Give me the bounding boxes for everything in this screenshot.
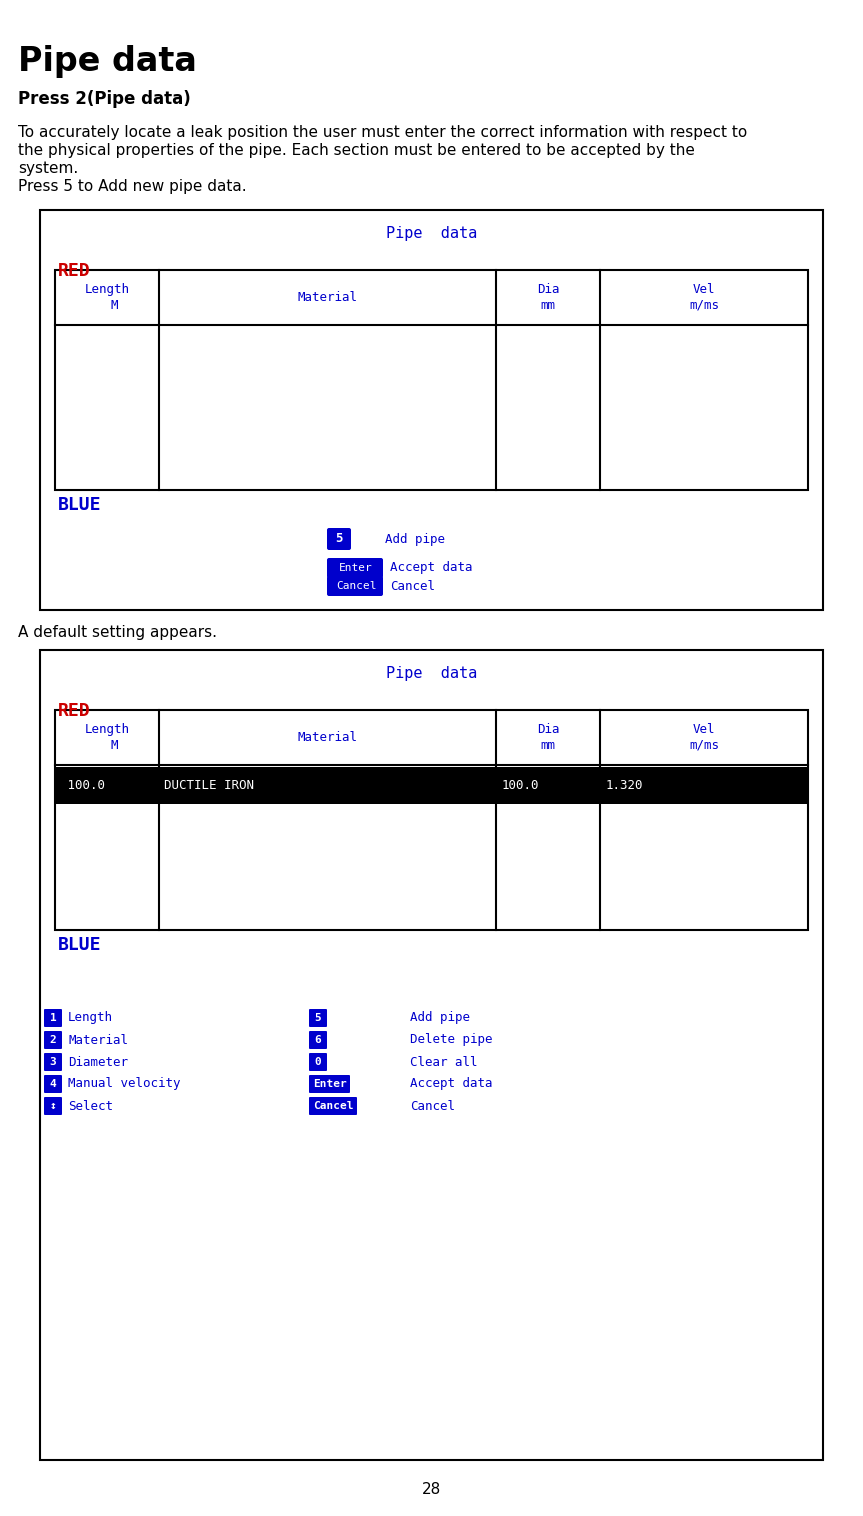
FancyBboxPatch shape: [327, 528, 351, 550]
FancyBboxPatch shape: [309, 1098, 357, 1114]
Text: Length
  M: Length M: [85, 723, 129, 752]
Bar: [40, 650, 823, 1460]
FancyBboxPatch shape: [44, 1010, 62, 1026]
Text: 100.0: 100.0: [501, 779, 539, 793]
Text: Cancel: Cancel: [390, 579, 435, 593]
Text: 4: 4: [50, 1079, 56, 1088]
Text: Vel
m/ms: Vel m/ms: [689, 283, 719, 312]
Text: Pipe  data: Pipe data: [386, 666, 477, 681]
Text: Cancel: Cancel: [312, 1101, 353, 1111]
Text: Material: Material: [298, 731, 357, 744]
Text: A default setting appears.: A default setting appears.: [18, 625, 217, 640]
Text: 28: 28: [422, 1483, 441, 1498]
Text: system.: system.: [18, 161, 79, 176]
Text: Add pipe: Add pipe: [385, 532, 445, 546]
Text: Enter: Enter: [339, 562, 373, 573]
Text: Diameter: Diameter: [68, 1055, 128, 1069]
Text: Vel
m/ms: Vel m/ms: [689, 723, 719, 752]
Text: Length: Length: [68, 1011, 113, 1025]
FancyBboxPatch shape: [327, 576, 383, 596]
Text: the physical properties of the pipe. Each section must be entered to be accepted: the physical properties of the pipe. Eac…: [18, 143, 695, 158]
Text: Select: Select: [68, 1099, 113, 1113]
Text: Material: Material: [68, 1034, 128, 1046]
Text: Delete pipe: Delete pipe: [410, 1034, 493, 1046]
Text: Manual velocity: Manual velocity: [68, 1078, 180, 1090]
Text: Press 5 to Add new pipe data.: Press 5 to Add new pipe data.: [18, 179, 247, 194]
Text: Accept data: Accept data: [390, 561, 473, 575]
FancyBboxPatch shape: [44, 1054, 62, 1070]
Bar: [602, 767, 807, 805]
Text: 1: 1: [50, 1013, 56, 1023]
Text: Clear all: Clear all: [410, 1055, 477, 1069]
Text: 3: 3: [50, 1057, 56, 1067]
FancyBboxPatch shape: [309, 1010, 327, 1026]
Text: 100.0: 100.0: [60, 779, 105, 793]
Bar: [40, 211, 823, 609]
Text: 2: 2: [50, 1035, 56, 1045]
Text: Material: Material: [298, 291, 357, 305]
Text: Dia
mm: Dia mm: [537, 283, 559, 312]
Text: Add pipe: Add pipe: [410, 1011, 470, 1025]
Bar: [55, 270, 808, 490]
Text: BLUE: BLUE: [58, 496, 102, 514]
Text: Dia
mm: Dia mm: [537, 723, 559, 752]
Text: Press 2(Pipe data): Press 2(Pipe data): [18, 89, 191, 108]
Text: Cancel: Cancel: [410, 1099, 455, 1113]
FancyBboxPatch shape: [309, 1031, 327, 1049]
FancyBboxPatch shape: [309, 1075, 350, 1093]
FancyBboxPatch shape: [44, 1098, 62, 1114]
Text: 0: 0: [315, 1057, 321, 1067]
FancyBboxPatch shape: [44, 1075, 62, 1093]
Text: Length
  M: Length M: [85, 283, 129, 312]
Bar: [55, 709, 808, 929]
Text: Accept data: Accept data: [410, 1078, 493, 1090]
Text: 5: 5: [335, 532, 343, 546]
Text: RED: RED: [58, 702, 91, 720]
Text: 6: 6: [315, 1035, 321, 1045]
Text: DUCTILE IRON: DUCTILE IRON: [164, 779, 254, 793]
Text: RED: RED: [58, 262, 91, 280]
Bar: [497, 767, 599, 805]
Text: 1.320: 1.320: [605, 779, 643, 793]
Text: Cancel: Cancel: [336, 581, 376, 591]
Text: Enter: Enter: [312, 1079, 346, 1088]
Text: ↕: ↕: [50, 1101, 56, 1111]
Bar: [56, 767, 158, 805]
FancyBboxPatch shape: [309, 1054, 327, 1070]
Text: BLUE: BLUE: [58, 935, 102, 954]
FancyBboxPatch shape: [327, 558, 383, 578]
Text: Pipe data: Pipe data: [18, 45, 197, 77]
FancyBboxPatch shape: [44, 1031, 62, 1049]
Text: 5: 5: [315, 1013, 321, 1023]
Bar: [160, 767, 495, 805]
Text: Pipe  data: Pipe data: [386, 226, 477, 241]
Text: To accurately locate a leak position the user must enter the correct information: To accurately locate a leak position the…: [18, 124, 747, 139]
